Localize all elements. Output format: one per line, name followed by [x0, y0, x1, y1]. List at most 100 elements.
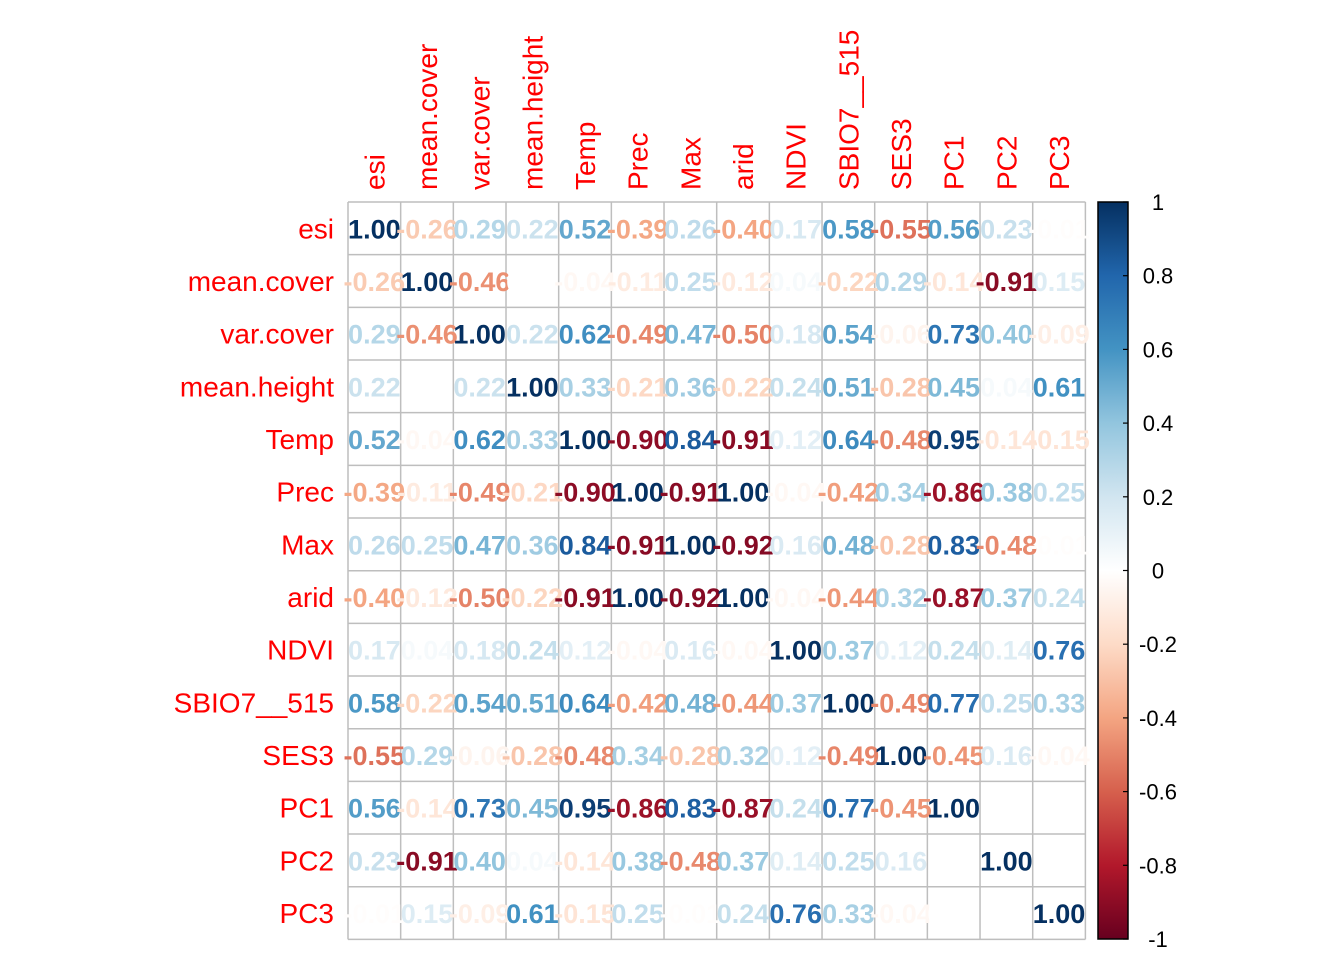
cell-value-Max-PC1: 0.83 — [927, 530, 980, 560]
cell-value-mean.height-var.cover: 0.22 — [453, 372, 506, 402]
col-label-PC1: PC1 — [939, 136, 970, 190]
cell-value-SBIO7__515-mean.cover: -0.22 — [396, 688, 458, 718]
cell-value-SES3-Prec: 0.34 — [611, 741, 664, 771]
cell-value-esi-Temp: 0.52 — [559, 214, 612, 244]
col-label-arid: arid — [728, 143, 759, 190]
cell-value-PC1-mean.height: 0.45 — [506, 794, 559, 824]
cell-value-SES3-esi: -0.55 — [344, 741, 406, 771]
cell-value-PC2-Temp: -0.14 — [554, 846, 616, 876]
cell-value-SBIO7__515-mean.height: 0.51 — [506, 688, 559, 718]
cell-value-NDVI-mean.cover: 0.04 — [401, 636, 454, 666]
cell-value-Temp-Temp: 1.00 — [559, 425, 612, 455]
cell-value-PC2-PC3: 0.00 — [1033, 846, 1086, 876]
cell-value-var.cover-esi: 0.29 — [348, 320, 401, 350]
cell-value-esi-SES3: -0.55 — [870, 214, 932, 244]
colorbar-tick-label: -0.2 — [1139, 632, 1177, 657]
cell-value-esi-SBIO7__515: 0.58 — [822, 214, 875, 244]
cell-value-var.cover-PC2: 0.40 — [980, 320, 1033, 350]
row-label-Max: Max — [281, 529, 334, 560]
cell-value-PC2-mean.height: 0.04 — [506, 846, 559, 876]
cell-value-Max-var.cover: 0.47 — [453, 530, 506, 560]
cell-value-Temp-Prec: -0.90 — [607, 425, 669, 455]
cell-value-PC3-PC2: 0.00 — [980, 899, 1033, 929]
cell-value-PC3-esi: -0.01 — [344, 899, 406, 929]
cell-value-arid-Temp: -0.91 — [554, 583, 616, 613]
cell-value-Temp-PC1: 0.95 — [927, 425, 980, 455]
cell-value-NDVI-var.cover: 0.18 — [453, 636, 506, 666]
cell-value-var.cover-NDVI: 0.18 — [769, 320, 822, 350]
cell-value-PC2-Prec: 0.38 — [611, 846, 664, 876]
cell-value-PC2-mean.cover: -0.91 — [396, 846, 458, 876]
cell-value-esi-NDVI: 0.17 — [769, 214, 822, 244]
cell-value-PC2-esi: 0.23 — [348, 846, 401, 876]
cell-value-SBIO7__515-PC3: 0.33 — [1033, 688, 1086, 718]
cell-value-Prec-arid: 1.00 — [717, 478, 770, 508]
cell-value-mean.cover-NDVI: 0.04 — [769, 267, 822, 297]
cell-value-mean.cover-Prec: -0.11 — [608, 267, 668, 297]
cell-value-Max-mean.height: 0.36 — [506, 530, 559, 560]
cell-value-PC3-SBIO7__515: 0.33 — [822, 899, 875, 929]
cell-value-SBIO7__515-var.cover: 0.54 — [453, 688, 506, 718]
cell-value-Prec-PC2: 0.38 — [980, 478, 1033, 508]
cell-value-var.cover-Prec: -0.49 — [607, 320, 669, 350]
cell-value-arid-Prec: 1.00 — [611, 583, 664, 613]
cell-value-PC3-Max: -0.01 — [660, 899, 722, 929]
cell-value-PC1-Temp: 0.95 — [559, 794, 612, 824]
cell-value-esi-arid: -0.40 — [712, 214, 774, 244]
cell-value-PC3-NDVI: 0.76 — [769, 899, 822, 929]
colorbar-tick-label: 1 — [1152, 190, 1164, 215]
cell-value-Temp-PC2: -0.14 — [976, 425, 1038, 455]
cell-value-PC2-PC2: 1.00 — [980, 846, 1033, 876]
row-label-PC2: PC2 — [280, 845, 334, 876]
cell-value-arid-PC2: 0.37 — [980, 583, 1033, 613]
cell-value-PC3-arid: 0.24 — [717, 899, 770, 929]
cell-value-SES3-Max: -0.28 — [660, 741, 722, 771]
cell-value-Temp-esi: 0.52 — [348, 425, 401, 455]
cell-value-esi-mean.height: 0.22 — [506, 214, 559, 244]
cell-value-PC1-mean.cover: -0.14 — [396, 794, 458, 824]
cell-value-Temp-arid: -0.91 — [712, 425, 774, 455]
cell-value-var.cover-Temp: 0.62 — [559, 320, 612, 350]
cell-value-var.cover-SES3: -0.06 — [870, 320, 932, 350]
col-label-Prec: Prec — [623, 132, 654, 190]
cell-value-SBIO7__515-Temp: 0.64 — [559, 688, 612, 718]
cell-value-mean.height-SBIO7__515: 0.51 — [822, 372, 875, 402]
colorbar-tick-label: -0.6 — [1139, 780, 1177, 805]
cell-value-mean.cover-mean.cover: 1.00 — [401, 267, 454, 297]
col-label-PC2: PC2 — [991, 136, 1022, 190]
row-label-Temp: Temp — [266, 424, 334, 455]
colorbar-tick-label: 0.4 — [1143, 411, 1174, 436]
row-label-arid: arid — [287, 582, 334, 613]
cell-value-arid-var.cover: -0.50 — [449, 583, 511, 613]
cell-value-var.cover-SBIO7__515: 0.54 — [822, 320, 875, 350]
cell-value-arid-PC1: -0.87 — [923, 583, 985, 613]
row-label-NDVI: NDVI — [267, 635, 334, 666]
cell-value-mean.cover-PC2: -0.91 — [976, 267, 1038, 297]
cell-value-SES3-var.cover: -0.06 — [449, 741, 511, 771]
colorbar-tick-label: -0.4 — [1139, 706, 1177, 731]
cell-value-Prec-Max: -0.91 — [660, 478, 722, 508]
cell-value-Temp-mean.height: 0.33 — [506, 425, 559, 455]
cell-value-arid-arid: 1.00 — [717, 583, 770, 613]
col-label-SBIO7__515: SBIO7__515 — [833, 30, 864, 190]
cell-value-PC3-SES3: -0.04 — [870, 899, 932, 929]
cell-value-PC1-var.cover: 0.73 — [453, 794, 506, 824]
cell-value-Prec-Temp: -0.90 — [554, 478, 616, 508]
cell-value-mean.cover-PC3: 0.15 — [1033, 267, 1086, 297]
cell-value-esi-PC2: 0.23 — [980, 214, 1033, 244]
col-label-esi: esi — [359, 154, 390, 190]
cell-value-var.cover-mean.cover: -0.46 — [396, 320, 458, 350]
cell-value-Prec-var.cover: -0.49 — [449, 478, 511, 508]
col-label-var.cover: var.cover — [465, 76, 496, 190]
col-label-mean.height: mean.height — [517, 36, 548, 190]
cell-value-Prec-PC1: -0.86 — [923, 478, 985, 508]
cell-value-mean.cover-arid: -0.12 — [712, 267, 774, 297]
cell-value-PC1-NDVI: 0.24 — [769, 794, 822, 824]
colorbar-tick-label: -0.8 — [1139, 853, 1177, 878]
cell-value-PC3-mean.cover: 0.15 — [401, 899, 454, 929]
cell-value-mean.cover-SES3: 0.29 — [875, 267, 928, 297]
cell-value-Max-Temp: 0.84 — [559, 530, 612, 560]
col-label-PC3: PC3 — [1044, 136, 1075, 190]
cell-value-PC1-Prec: -0.86 — [607, 794, 669, 824]
row-label-Prec: Prec — [276, 477, 334, 508]
